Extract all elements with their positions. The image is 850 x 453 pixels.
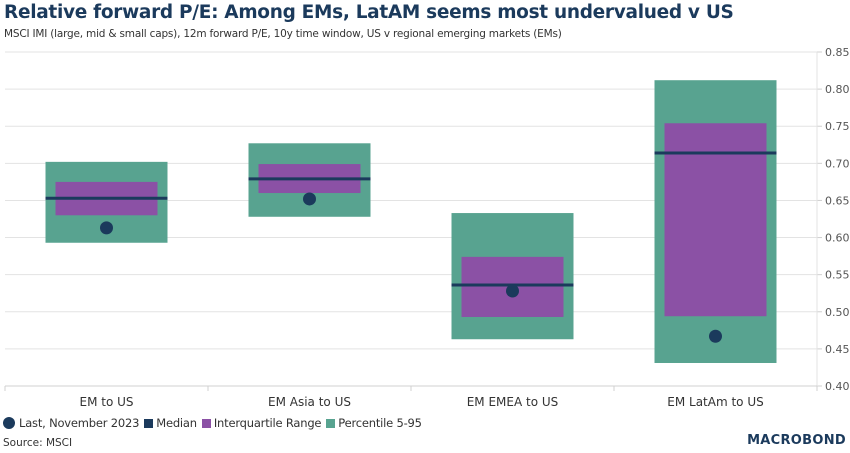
legend-swatch-last (3, 417, 15, 429)
legend-label-median: Median (156, 416, 197, 430)
legend-label-last: Last, November 2023 (19, 416, 140, 430)
legend-item-median: Median (144, 416, 197, 430)
legend-item-iqr: Interquartile Range (201, 416, 322, 430)
x-category-label: EM LatAm to US (667, 395, 763, 409)
y-tick-label: 0.55 (825, 269, 850, 282)
macrobond-logo: MACROBOND (747, 433, 846, 448)
y-tick-label: 0.45 (825, 343, 850, 356)
y-tick-label: 0.80 (825, 83, 850, 96)
y-tick-label: 0.65 (825, 194, 850, 207)
chart-title: Relative forward P/E: Among EMs, LatAM s… (4, 2, 734, 23)
legend-item-last: Last, November 2023 (3, 416, 139, 430)
last-value-dot (709, 329, 722, 343)
x-category-label: EM EMEA to US (467, 395, 559, 409)
legend-swatch-percentile (326, 418, 336, 428)
legend: Last, November 2023 Median Interquartile… (3, 416, 427, 430)
legend-label-percentile: Percentile 5-95 (338, 416, 422, 430)
legend-swatch-median (144, 418, 154, 428)
y-tick-label: 0.70 (825, 157, 850, 170)
axes: 0.85 0.80 0.75 0.70 0.65 0.60 0.55 0.50 0.45 0.40… (4, 46, 850, 409)
x-category-label: EM to US (79, 395, 133, 409)
y-tick-label: 0.50 (825, 306, 850, 319)
last-value-dot (100, 221, 113, 235)
x-category-label: EM Asia to US (268, 395, 351, 409)
source-note: Source: MSCI (3, 437, 73, 449)
boxes (45, 80, 777, 363)
legend-swatch-iqr (201, 418, 211, 428)
iqr-box (664, 123, 767, 317)
legend-label-iqr: Interquartile Range (213, 416, 322, 430)
y-tick-label: 0.75 (825, 120, 850, 133)
y-tick-label: 0.60 (825, 232, 850, 245)
legend-item-percentile: Percentile 5-95 (326, 416, 422, 430)
last-value-dot (506, 284, 519, 298)
y-tick-label: 0.85 (825, 46, 850, 59)
last-value-dot (303, 192, 316, 206)
chart-subtitle: MSCI IMI (large, mid & small caps), 12m … (4, 28, 562, 40)
y-tick-label: 0.40 (825, 380, 850, 393)
